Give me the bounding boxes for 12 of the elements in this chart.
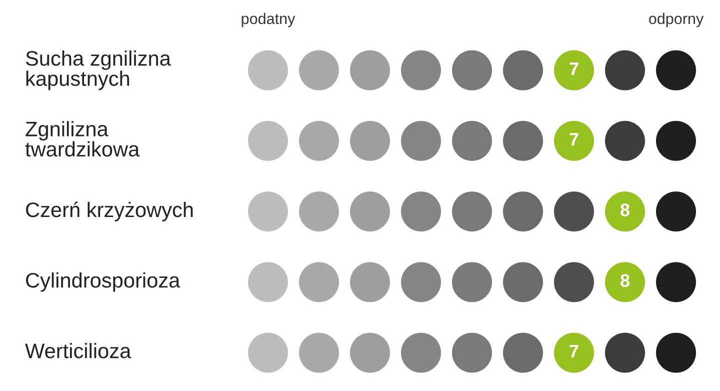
category-label: Zgnilizna twardzikowa	[25, 121, 140, 157]
category-label: Sucha zgnilizna kapustnych	[26, 50, 171, 90]
data-label: 8	[620, 274, 630, 287]
text: odporny	[649, 12, 704, 28]
data-label: 7	[570, 133, 578, 146]
category-label: Werticilioza	[25, 342, 132, 358]
data-label: 8	[620, 204, 630, 216]
data-label: 7	[570, 344, 578, 358]
data-label: 7	[570, 62, 578, 75]
category-label: Czerń krzyżowych	[26, 202, 193, 222]
category-label: Cylindrosporioza	[26, 272, 180, 292]
text: podatny	[242, 12, 296, 28]
